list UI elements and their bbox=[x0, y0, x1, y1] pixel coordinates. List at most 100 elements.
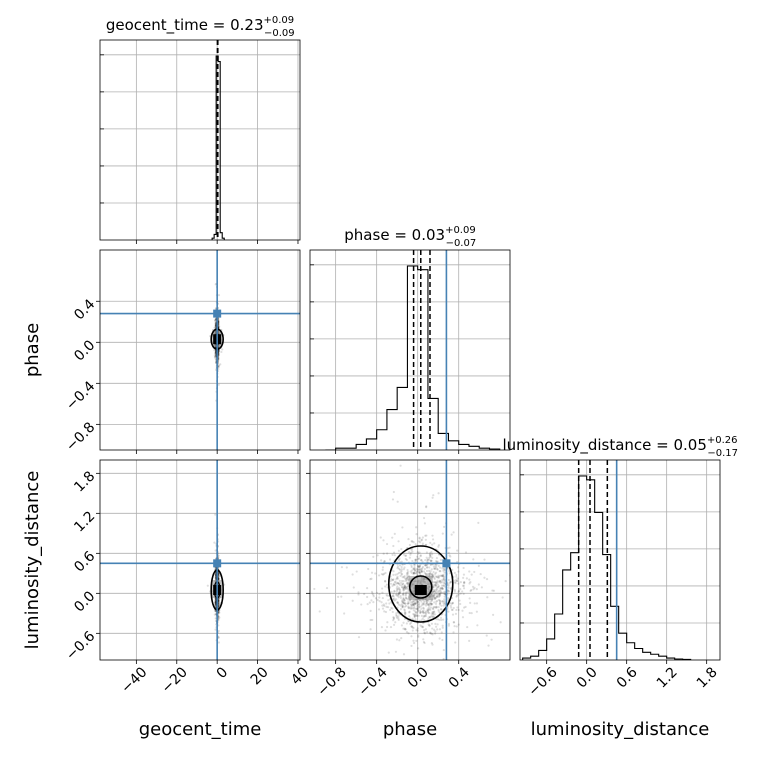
sample-point bbox=[434, 581, 437, 584]
sample-point bbox=[411, 617, 414, 620]
panel-background bbox=[310, 460, 510, 660]
sample-point bbox=[400, 583, 404, 587]
axis-label-y-phase: phase bbox=[22, 323, 43, 377]
sample-point bbox=[396, 500, 399, 503]
sample-point bbox=[408, 556, 411, 559]
sample-point bbox=[351, 573, 354, 576]
sample-point bbox=[408, 543, 411, 547]
sample-point bbox=[427, 603, 431, 606]
sample-point bbox=[468, 570, 471, 573]
sample-point bbox=[406, 602, 410, 605]
tick-label-x: 0.6 bbox=[614, 664, 641, 691]
sample-point bbox=[368, 601, 371, 604]
sample-point bbox=[376, 598, 379, 602]
sample-point bbox=[427, 623, 430, 626]
sample-point bbox=[442, 568, 446, 571]
sample-point bbox=[217, 294, 221, 297]
sample-point bbox=[427, 618, 430, 621]
sample-point bbox=[437, 492, 440, 495]
sample-point bbox=[448, 582, 451, 585]
sample-point bbox=[433, 613, 437, 616]
sample-point bbox=[415, 614, 419, 618]
sample-point bbox=[421, 536, 424, 539]
sample-point bbox=[392, 616, 395, 619]
sample-point bbox=[473, 570, 476, 574]
sample-point bbox=[396, 565, 400, 568]
sample-point bbox=[402, 587, 405, 591]
sample-point bbox=[434, 564, 437, 567]
sample-point bbox=[470, 611, 473, 615]
sample-point bbox=[490, 638, 493, 641]
sample-point bbox=[395, 576, 399, 580]
sample-point bbox=[214, 321, 217, 324]
sample-point bbox=[461, 616, 465, 619]
sample-point bbox=[457, 589, 461, 593]
sample-point bbox=[441, 600, 444, 603]
sample-point bbox=[432, 668, 434, 670]
sample-point bbox=[434, 572, 437, 575]
tick-label-y: 0.0 bbox=[71, 337, 98, 364]
sample-point bbox=[372, 601, 375, 604]
sample-point bbox=[381, 607, 385, 610]
tick-label-y: −0.8 bbox=[63, 419, 98, 454]
sample-point bbox=[374, 572, 377, 575]
sample-point bbox=[360, 603, 363, 606]
sample-point bbox=[404, 557, 407, 561]
sample-point bbox=[424, 559, 427, 562]
sample-point bbox=[431, 612, 435, 615]
title-phase: phase = 0.03+0.09 bbox=[344, 225, 475, 244]
sample-point bbox=[434, 630, 437, 633]
sample-point bbox=[492, 589, 495, 592]
sample-point bbox=[400, 624, 403, 627]
sample-point bbox=[436, 628, 439, 631]
sample-point bbox=[220, 350, 223, 354]
sample-point bbox=[217, 350, 220, 353]
sample-point bbox=[409, 622, 412, 625]
sample-point bbox=[434, 590, 437, 593]
sample-point bbox=[422, 607, 425, 610]
title-geocent_time: geocent_time = 0.23+0.09 bbox=[106, 15, 294, 35]
sample-point bbox=[410, 540, 413, 543]
sample-point bbox=[213, 354, 216, 357]
sample-point bbox=[399, 604, 402, 607]
sample-point bbox=[217, 353, 220, 356]
sample-point bbox=[462, 587, 466, 590]
sample-point bbox=[412, 541, 415, 544]
sample-point bbox=[468, 582, 471, 585]
sample-point bbox=[468, 578, 471, 581]
sample-point bbox=[399, 464, 402, 467]
sample-point bbox=[476, 624, 479, 627]
sample-point bbox=[385, 583, 389, 586]
sample-point bbox=[405, 631, 409, 634]
sample-point bbox=[429, 602, 433, 605]
sample-point bbox=[453, 590, 456, 593]
sample-point bbox=[378, 596, 381, 599]
sample-point bbox=[421, 567, 424, 570]
sample-point bbox=[372, 555, 375, 558]
sample-point bbox=[418, 551, 421, 554]
sample-point bbox=[406, 582, 409, 585]
sample-point bbox=[451, 602, 454, 605]
sample-point bbox=[431, 534, 434, 537]
sample-point bbox=[378, 593, 381, 596]
sample-point bbox=[400, 599, 404, 602]
sample-point bbox=[384, 610, 388, 614]
sample-point bbox=[437, 576, 440, 580]
injection-marker bbox=[442, 559, 451, 568]
sample-point bbox=[393, 589, 396, 592]
sample-point bbox=[393, 532, 396, 535]
sample-point bbox=[369, 628, 372, 631]
sample-point bbox=[438, 569, 441, 573]
sample-point bbox=[416, 600, 420, 603]
sample-point bbox=[340, 595, 343, 598]
sample-point bbox=[452, 531, 455, 534]
sample-point bbox=[402, 621, 405, 624]
sample-point bbox=[435, 557, 439, 560]
sample-point bbox=[392, 544, 395, 548]
sample-point bbox=[399, 608, 403, 611]
sample-point bbox=[371, 592, 374, 595]
sample-point bbox=[459, 588, 462, 591]
sample-point bbox=[427, 611, 430, 614]
sample-point bbox=[432, 567, 436, 570]
sample-point bbox=[468, 611, 471, 615]
